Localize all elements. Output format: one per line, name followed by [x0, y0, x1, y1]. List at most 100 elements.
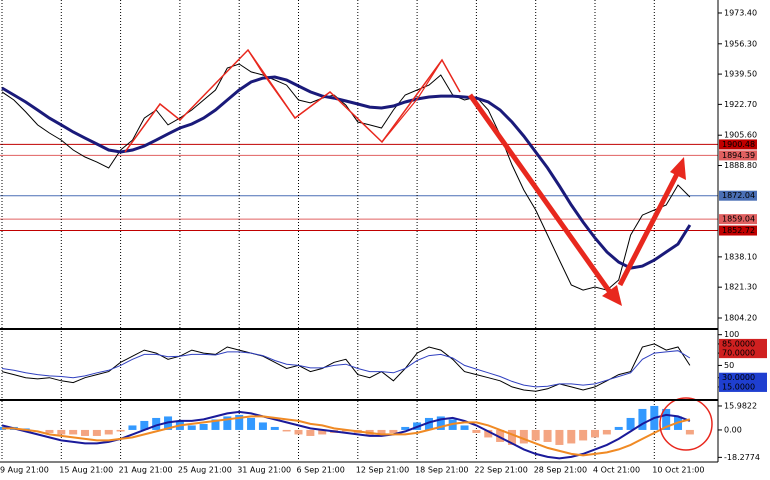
histogram-bar [223, 416, 232, 430]
series-line [1, 75, 692, 270]
axes: 1973.40 1956.30 1939.50 1922.70 1905.60 1888.… [0, 8, 767, 475]
histogram-bar [436, 416, 445, 430]
price-label: 1872.04 [722, 191, 755, 200]
histogram-bar [69, 429, 78, 435]
highlight-circle [659, 397, 713, 451]
histogram-bar [401, 426, 410, 430]
level-label-box [719, 348, 767, 359]
x-tick-label: 21 Aug 21:00 [119, 466, 173, 475]
histogram-bar [626, 417, 635, 430]
zigzag [247, 49, 296, 119]
y-tick-label: 1973.40 [724, 8, 757, 17]
histogram-bar [199, 423, 208, 430]
histogram-bar [140, 420, 149, 430]
x-tick-label: 6 Sep 21:00 [297, 466, 345, 475]
histogram-bar [294, 429, 303, 435]
y-tick-label: 30.0000 [722, 373, 755, 382]
y-tick-label: 100 [724, 330, 739, 339]
price-label: 1894.39 [722, 151, 755, 160]
x-tick-label: 18 Sep 21:00 [415, 466, 468, 475]
histogram-bar [579, 429, 588, 441]
histogram-bar [507, 429, 516, 445]
histogram-bar [484, 429, 493, 438]
y-tick-label: 15.0000 [722, 382, 755, 391]
level-label-box [719, 338, 767, 349]
price-label: 1900.48 [722, 140, 755, 149]
arrow-head [670, 157, 686, 180]
y-tick-label: 50 [724, 361, 734, 370]
y-tick-label: 1956.30 [724, 39, 757, 48]
x-tick-label: 9 Aug 21:00 [0, 466, 49, 475]
price-label-box [719, 214, 757, 225]
x-tick-label: 31 Aug 21:00 [237, 466, 291, 475]
histogram-bar [377, 429, 386, 436]
x-tick-label: 12 Sep 21:00 [356, 466, 409, 475]
histogram-bar [270, 426, 279, 430]
series-line [1, 343, 691, 392]
price-label-box [719, 190, 757, 201]
series-line [2, 415, 691, 457]
x-tick-label: 10 Oct 21:00 [652, 466, 704, 475]
x-tick-label: 15 Aug 21:00 [59, 466, 113, 475]
down-arrow [467, 93, 615, 297]
histogram-bar [258, 422, 267, 430]
plots [0, 63, 694, 460]
price-label: 1859.04 [722, 215, 755, 224]
histogram-bar [543, 429, 552, 442]
histogram-bar [614, 426, 623, 430]
x-tick-label: 28 Sep 21:00 [534, 466, 587, 475]
price-label-box [719, 150, 757, 161]
histogram-bar [235, 414, 244, 430]
histogram-bar [555, 429, 564, 445]
price-label-box [719, 225, 757, 236]
y-tick-label: 1804.20 [724, 313, 757, 322]
histogram-bar [187, 425, 196, 430]
y-tick-label: 1939.50 [724, 70, 757, 79]
y-tick-label: 1922.70 [724, 100, 757, 109]
histogram-bar [460, 425, 469, 430]
histogram-bar [496, 429, 505, 442]
histogram-bar [81, 429, 90, 436]
price-label: 1852.72 [722, 226, 755, 235]
histogram-bar [128, 425, 137, 430]
y-tick-label: -18.2774 [724, 453, 760, 462]
histogram-bar [662, 408, 671, 430]
y-tick-label: 85.0000 [722, 339, 755, 348]
histogram-bar [685, 429, 694, 435]
level-label-box [719, 381, 767, 392]
histogram-bar [602, 429, 611, 435]
level-label-box [719, 372, 767, 383]
histogram-bar [247, 417, 256, 430]
series-line [1, 63, 691, 291]
y-tick-label: 15.9822 [724, 401, 757, 410]
histogram-bar [57, 429, 66, 435]
histogram-bar [152, 417, 161, 430]
histogram-bar [591, 429, 599, 438]
y-tick-label: 70.0000 [722, 349, 755, 358]
price-label-box [719, 139, 757, 150]
arrow-head [602, 285, 622, 306]
histogram-bar [282, 429, 291, 432]
histogram-bar [306, 429, 315, 436]
histogram-bar [472, 429, 481, 433]
annotations [124, 48, 713, 451]
histogram-bar [211, 419, 220, 430]
histogram-bar [389, 429, 398, 433]
series-line [1, 350, 691, 388]
x-tick-label: 22 Sep 21:00 [474, 466, 527, 475]
y-tick-label: 1821.30 [724, 283, 757, 292]
y-tick-label: 1838.10 [724, 252, 757, 261]
histogram-bar [424, 417, 433, 430]
x-tick-label: 25 Aug 21:00 [178, 466, 232, 475]
x-tick-label: 4 Oct 21:00 [593, 466, 640, 475]
histogram-bar [519, 429, 528, 444]
histogram-bar [318, 429, 327, 435]
histogram-bar [104, 429, 113, 435]
histogram-bar [638, 408, 647, 430]
histogram-bar [45, 429, 54, 433]
histogram-bar [531, 429, 540, 441]
panel-frames [0, 0, 719, 463]
histogram-bar [116, 429, 125, 432]
y-tick-label: 0.00 [724, 425, 742, 434]
